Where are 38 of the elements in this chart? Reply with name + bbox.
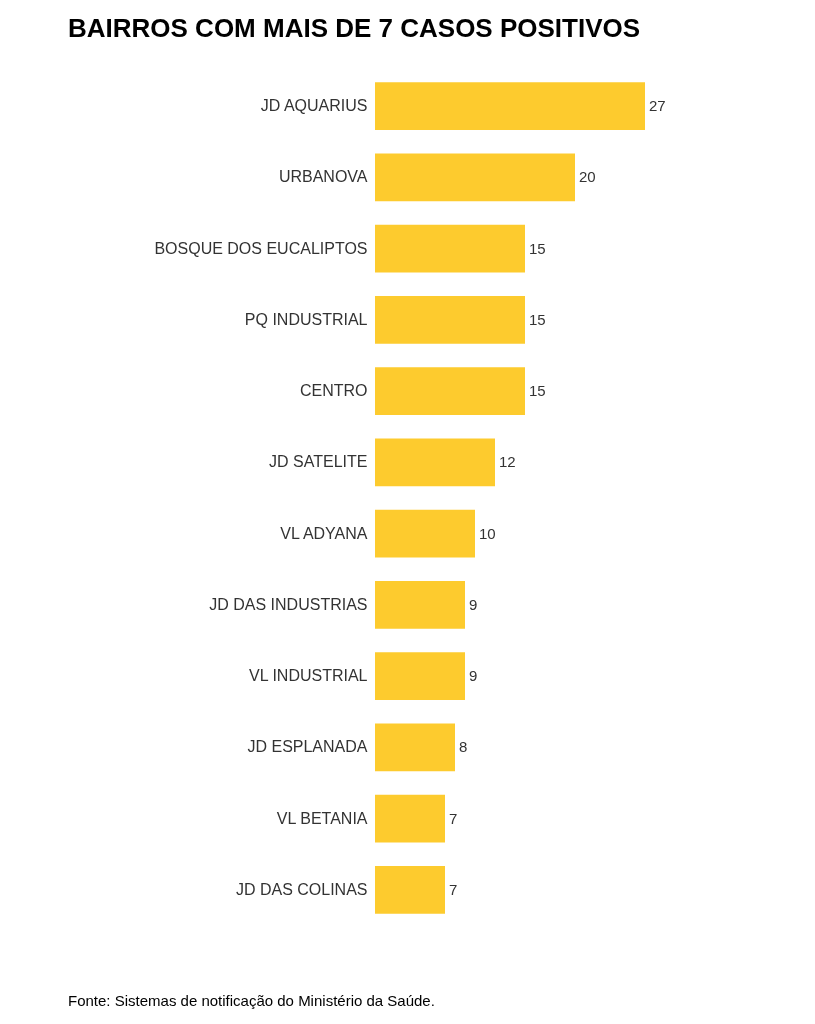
bar <box>375 652 465 700</box>
data-label: 9 <box>469 667 478 685</box>
data-label: 7 <box>449 809 458 827</box>
bar <box>375 153 575 202</box>
y-tick-label: VL INDUSTRIAL <box>248 667 368 685</box>
bar <box>375 367 525 415</box>
chart-title: BAIRROS COM MAIS DE 7 CASOS POSITIVOS <box>68 13 641 43</box>
bar <box>375 866 445 914</box>
bar <box>375 794 445 843</box>
y-tick-label: BOSQUE DOS EUCALIPTOS <box>154 239 368 257</box>
bar <box>375 296 525 344</box>
y-tick-label: PQ INDUSTRIAL <box>244 310 368 328</box>
data-label: 7 <box>449 880 458 898</box>
y-tick-label: CENTRO <box>299 382 368 400</box>
data-label: 12 <box>499 453 516 471</box>
data-label: 27 <box>649 97 666 115</box>
y-tick-label: JD DAS COLINAS <box>235 880 368 898</box>
data-label: 10 <box>479 524 496 542</box>
bar <box>375 509 475 558</box>
data-label: 15 <box>529 382 546 400</box>
y-tick-label: URBANOVA <box>278 168 368 186</box>
bar <box>375 438 495 487</box>
data-label: 20 <box>579 168 596 186</box>
bar <box>375 224 525 273</box>
bar <box>375 723 455 772</box>
bar <box>375 581 465 629</box>
data-label: 15 <box>529 310 546 328</box>
y-tick-label: JD AQUARIUS <box>260 97 368 115</box>
y-tick-label: JD ESPLANADA <box>247 738 368 756</box>
data-label: 15 <box>529 239 546 257</box>
source-note: Fonte: Sistemas de notificação do Ministério da Saúde. <box>68 992 435 1009</box>
y-tick-label: JD DAS INDUSTRIAS <box>209 595 368 613</box>
bar <box>375 82 645 130</box>
y-tick-label: JD SATELITE <box>269 453 368 471</box>
data-label: 8 <box>459 738 468 756</box>
data-label: 9 <box>469 595 478 613</box>
y-tick-label: VL ADYANA <box>280 524 368 542</box>
y-tick-label: VL BETANIA <box>276 809 368 827</box>
